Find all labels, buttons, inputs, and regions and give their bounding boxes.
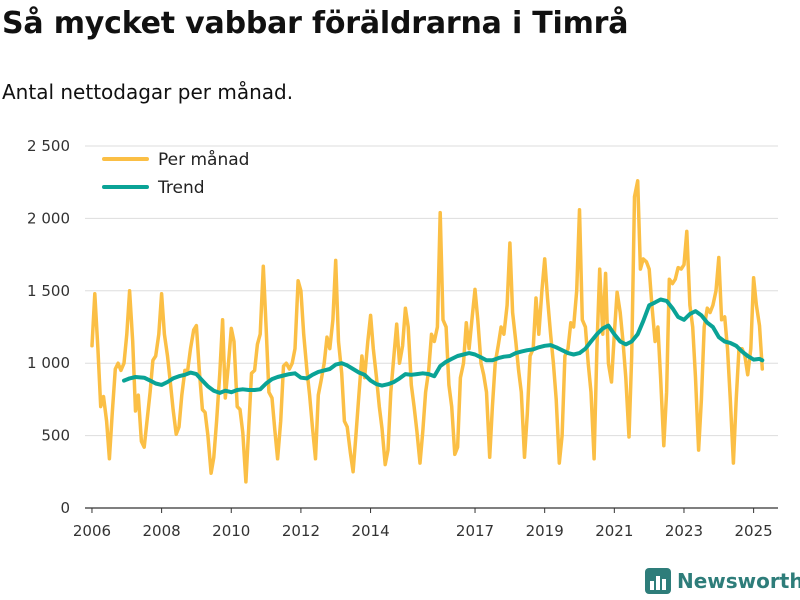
x-tick-label: 2014 [351,522,389,540]
series-line-per-month [90,179,765,484]
x-tick-label: 2008 [143,522,181,540]
y-tick-label: 1 500 [27,282,70,300]
brand-logo: Newsworthy [645,568,800,594]
y-tick-label: 0 [60,499,70,517]
chart-subtitle: Antal nettodagar per månad. [2,80,294,104]
x-tick-label: 2021 [595,522,633,540]
x-tick-label: 2010 [212,522,250,540]
x-tick-label: 2019 [526,522,564,540]
y-tick-label: 2 000 [27,209,70,227]
series-line-trend [122,297,765,395]
legend-label: Per månad [158,149,249,170]
y-tick-label: 2 500 [27,137,70,155]
x-tick-label: 2012 [282,522,320,540]
x-tick-label: 2006 [73,522,111,540]
brand-name: Newsworthy [677,569,800,593]
y-tick-label: 1 000 [27,354,70,372]
x-tick-label: 2025 [735,522,773,540]
chart-title: Så mycket vabbar föräldrarna i Timrå [2,6,629,41]
x-tick-label: 2017 [456,522,494,540]
x-tick-label: 2023 [665,522,703,540]
legend-label: Trend [157,178,205,198]
bar-chart-logo-icon [645,568,671,594]
y-tick-label: 500 [41,427,70,445]
